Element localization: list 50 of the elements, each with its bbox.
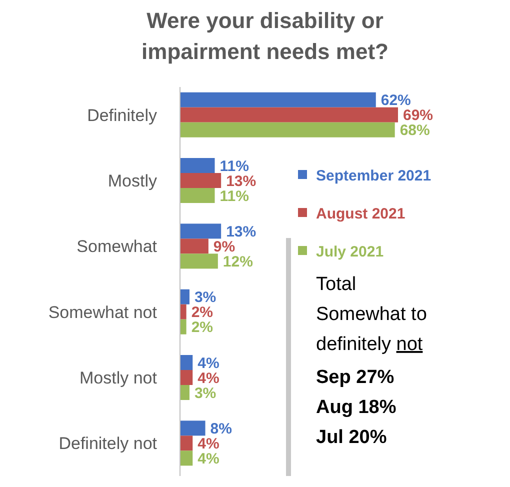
annotation: Jul 20% bbox=[316, 427, 387, 448]
bar bbox=[180, 173, 222, 188]
data-label: 3% bbox=[194, 289, 216, 306]
data-label: 62% bbox=[380, 92, 411, 110]
legend-label: August 2021 bbox=[316, 205, 406, 222]
annotation: Aug 18% bbox=[316, 397, 396, 418]
legend-label: July 2021 bbox=[316, 243, 384, 260]
y-tick-label: Mostly bbox=[108, 171, 158, 190]
annotation: Total Somewhat to definitely not bbox=[316, 274, 427, 355]
data-label: 11% bbox=[220, 158, 249, 175]
data-label: 3% bbox=[194, 384, 216, 402]
data-label: 69% bbox=[403, 107, 434, 124]
data-label: 4% bbox=[198, 435, 220, 452]
data-label: 11% bbox=[220, 188, 249, 205]
bar bbox=[180, 122, 395, 138]
bar bbox=[180, 370, 193, 385]
data-label: 13% bbox=[226, 172, 256, 190]
bar bbox=[180, 92, 376, 108]
bar bbox=[180, 238, 208, 254]
bar bbox=[180, 224, 222, 239]
data-label: 9% bbox=[213, 238, 236, 256]
y-tick-label: Definitely not bbox=[58, 434, 158, 454]
bar bbox=[180, 188, 215, 203]
data-label: 13% bbox=[226, 223, 256, 240]
bar bbox=[180, 450, 193, 466]
bar bbox=[180, 355, 193, 370]
bar bbox=[180, 158, 215, 173]
data-label: 12% bbox=[222, 253, 253, 270]
bar bbox=[180, 107, 398, 122]
data-label: 2% bbox=[191, 319, 214, 336]
legend-label: September 2021 bbox=[316, 167, 432, 184]
data-label: 4% bbox=[198, 370, 220, 387]
chart-title: Were your disability or impairment needs met? bbox=[142, 8, 388, 64]
bar bbox=[180, 319, 186, 334]
annotation: Sep 27% bbox=[316, 367, 394, 388]
data-label: 68% bbox=[400, 122, 430, 140]
bar bbox=[180, 304, 186, 320]
bar bbox=[180, 436, 193, 451]
data-label: 8% bbox=[210, 420, 232, 438]
bar bbox=[180, 289, 190, 304]
y-tick-label: Definitely bbox=[87, 106, 158, 125]
bar bbox=[180, 420, 206, 436]
data-label: 2% bbox=[191, 304, 214, 322]
bar bbox=[180, 385, 190, 400]
bar bbox=[180, 254, 218, 269]
y-tick-label: Somewhat not bbox=[48, 302, 158, 322]
y-tick-label: Somewhat bbox=[76, 237, 158, 256]
y-tick-label: Mostly not bbox=[80, 368, 158, 388]
data-label: 4% bbox=[198, 354, 220, 372]
data-label: 4% bbox=[198, 450, 220, 468]
